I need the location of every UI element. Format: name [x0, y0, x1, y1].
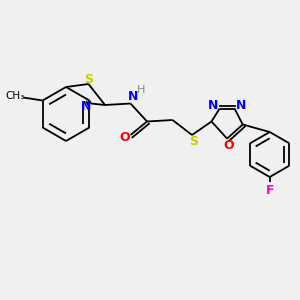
Text: H: H [137, 85, 145, 95]
Text: S: S [84, 73, 93, 86]
Text: N: N [236, 99, 246, 112]
Text: N: N [208, 99, 218, 112]
Text: N: N [128, 90, 139, 104]
Text: O: O [119, 131, 130, 145]
Text: N: N [81, 100, 92, 113]
Text: O: O [223, 139, 234, 152]
Text: S: S [189, 135, 198, 148]
Text: CH₃: CH₃ [5, 91, 24, 101]
Text: F: F [266, 184, 274, 197]
